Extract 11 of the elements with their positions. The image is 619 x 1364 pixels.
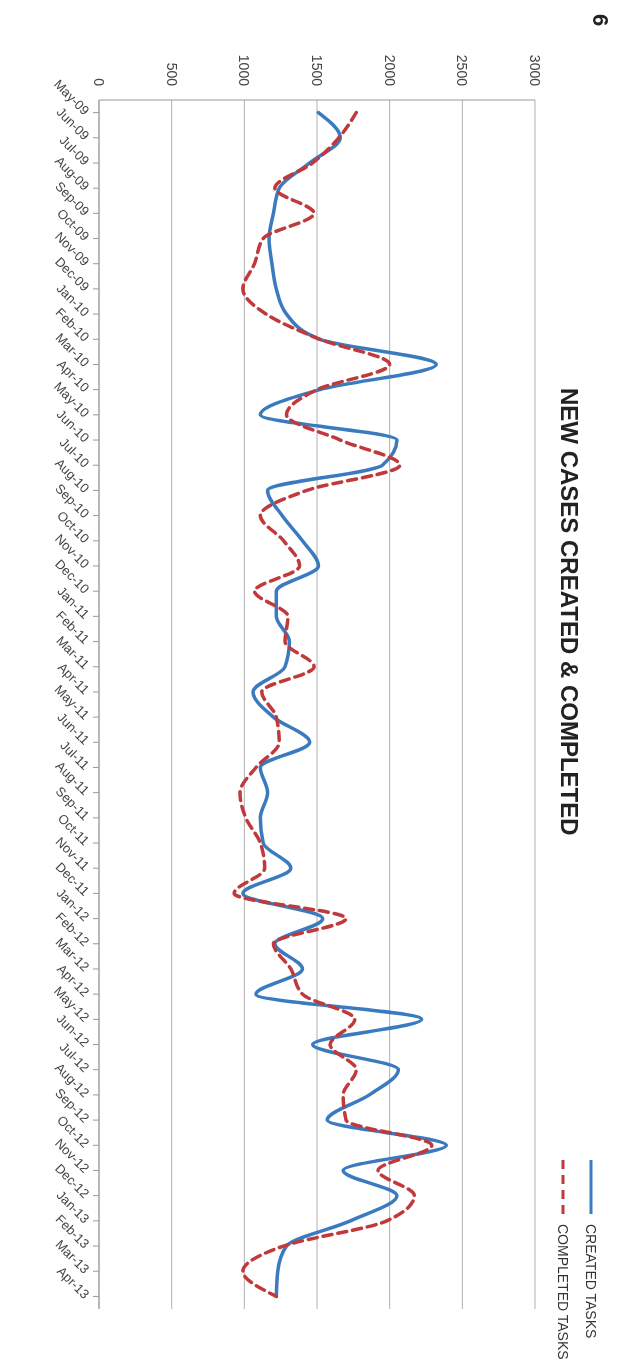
x-tick-label: 0 xyxy=(91,78,107,87)
x-tick-label: 3000 xyxy=(527,54,543,87)
x-tick-label: 500 xyxy=(163,62,180,87)
text: COMPLETED TASKS xyxy=(555,1224,571,1360)
x-tick-label: 2500 xyxy=(454,54,471,87)
x-tick-label: 1500 xyxy=(309,54,325,87)
text: CREATED TASKS xyxy=(583,1224,599,1339)
text: NEW CASES CREATED & COMPLETED xyxy=(555,388,583,836)
x-tick-label: 1000 xyxy=(236,54,253,87)
text: 6 xyxy=(587,14,613,27)
x-tick-label: 2000 xyxy=(381,54,398,87)
